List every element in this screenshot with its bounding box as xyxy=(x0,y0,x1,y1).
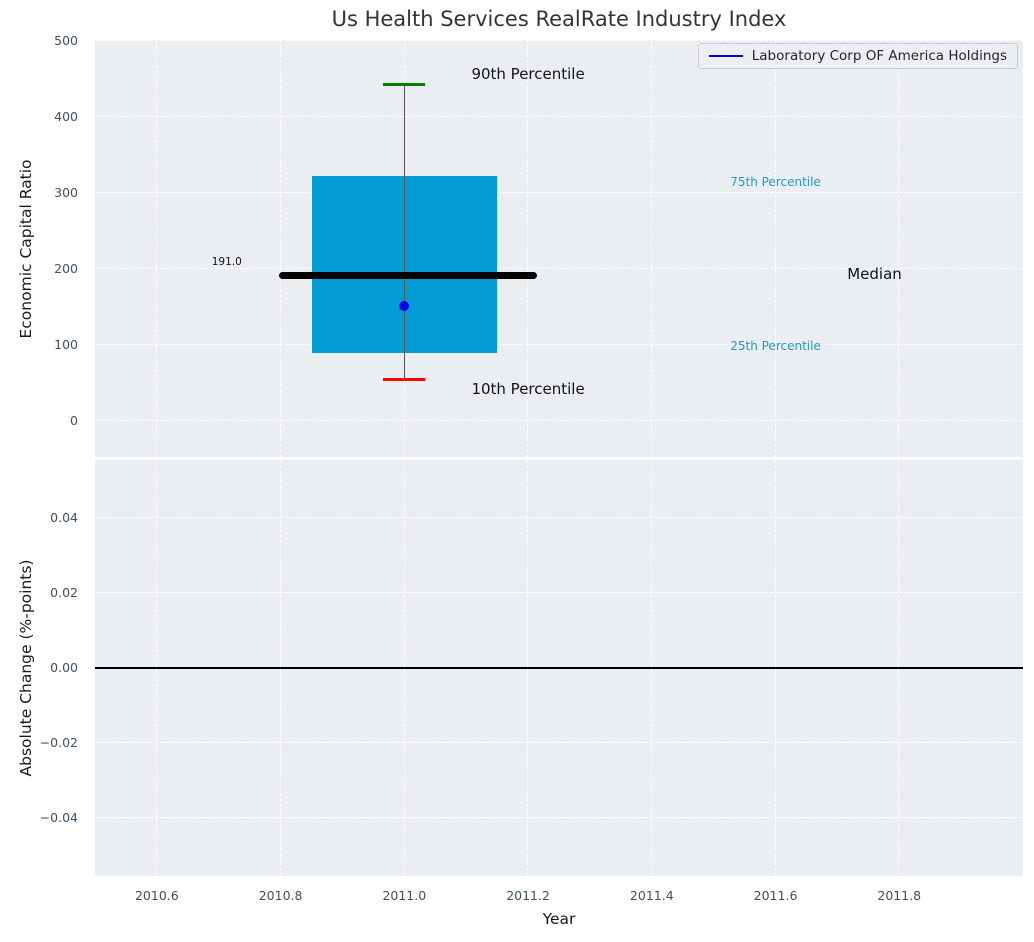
bottom-axes xyxy=(95,460,1023,876)
gridline-x xyxy=(156,40,158,457)
annotation-median: Median xyxy=(847,264,902,283)
gridline-y xyxy=(95,420,1023,422)
top-axes: 90th Percentile 10th Percentile 75th Perce… xyxy=(95,40,1023,457)
y-tick-label: −0.02 xyxy=(39,734,78,750)
gridline-y xyxy=(95,192,1023,194)
x-tick-label: 2011.2 xyxy=(506,888,550,903)
legend-label: Laboratory Corp OF America Holdings xyxy=(751,48,1007,64)
company-point xyxy=(399,300,410,311)
gridline-y xyxy=(95,116,1023,118)
gridline-y xyxy=(95,40,1023,41)
gridline-y xyxy=(95,742,1023,744)
y-tick-label: 400 xyxy=(54,108,78,124)
gridline-x xyxy=(651,40,652,457)
x-tick-label: 2011.6 xyxy=(753,888,798,903)
legend: Laboratory Corp OF America Holdings xyxy=(697,43,1018,69)
gridline-x xyxy=(898,40,900,457)
gridline-x xyxy=(279,40,281,457)
annotation-25th-percentile: 25th Percentile xyxy=(730,338,821,353)
chart-title: Us Health Services RealRate Industry Ind… xyxy=(331,7,787,31)
y-tick-label: 0.02 xyxy=(50,585,78,601)
median-line xyxy=(278,272,537,280)
y-tick-label: 200 xyxy=(54,261,78,277)
y-axis-label-top: Economic Capital Ratio xyxy=(17,158,35,339)
x-tick-label: 2010.6 xyxy=(134,888,179,903)
annotation-90th-percentile: 90th Percentile xyxy=(471,65,585,84)
whisker-cap-10th xyxy=(383,377,426,381)
annotation-191-0: 191.0 xyxy=(211,256,242,269)
x-axis-label: Year xyxy=(542,910,576,928)
gridline-y xyxy=(95,344,1023,346)
x-tick-label: 2011.8 xyxy=(877,888,922,903)
x-tick-label: 2011.4 xyxy=(629,888,674,903)
whisker-cap-90th xyxy=(383,82,426,86)
y-tick-label: 100 xyxy=(54,337,78,353)
gridline-y xyxy=(95,268,1023,270)
gridline-x xyxy=(527,40,529,457)
gridline-y xyxy=(95,592,1023,594)
x-tick-label: 2010.8 xyxy=(258,888,303,903)
zero-line xyxy=(95,667,1023,669)
y-tick-label: 500 xyxy=(54,32,78,48)
x-tick-label: 2011.0 xyxy=(382,888,427,903)
y-tick-label: 300 xyxy=(54,184,78,200)
whisker-line xyxy=(403,84,405,380)
gridline-y xyxy=(95,817,1023,819)
y-tick-label: 0.04 xyxy=(50,510,78,526)
legend-line-sample xyxy=(708,55,743,57)
y-tick-label: 0.00 xyxy=(50,660,78,675)
y-tick-label: 0 xyxy=(70,413,78,429)
gridline-y xyxy=(95,517,1023,519)
y-tick-label: −0.04 xyxy=(39,809,78,825)
annotation-10th-percentile: 10th Percentile xyxy=(471,380,585,399)
annotation-75th-percentile: 75th Percentile xyxy=(730,174,821,189)
y-axis-label-bottom: Absolute Change (%-points) xyxy=(17,559,35,777)
gridline-x xyxy=(774,40,776,457)
